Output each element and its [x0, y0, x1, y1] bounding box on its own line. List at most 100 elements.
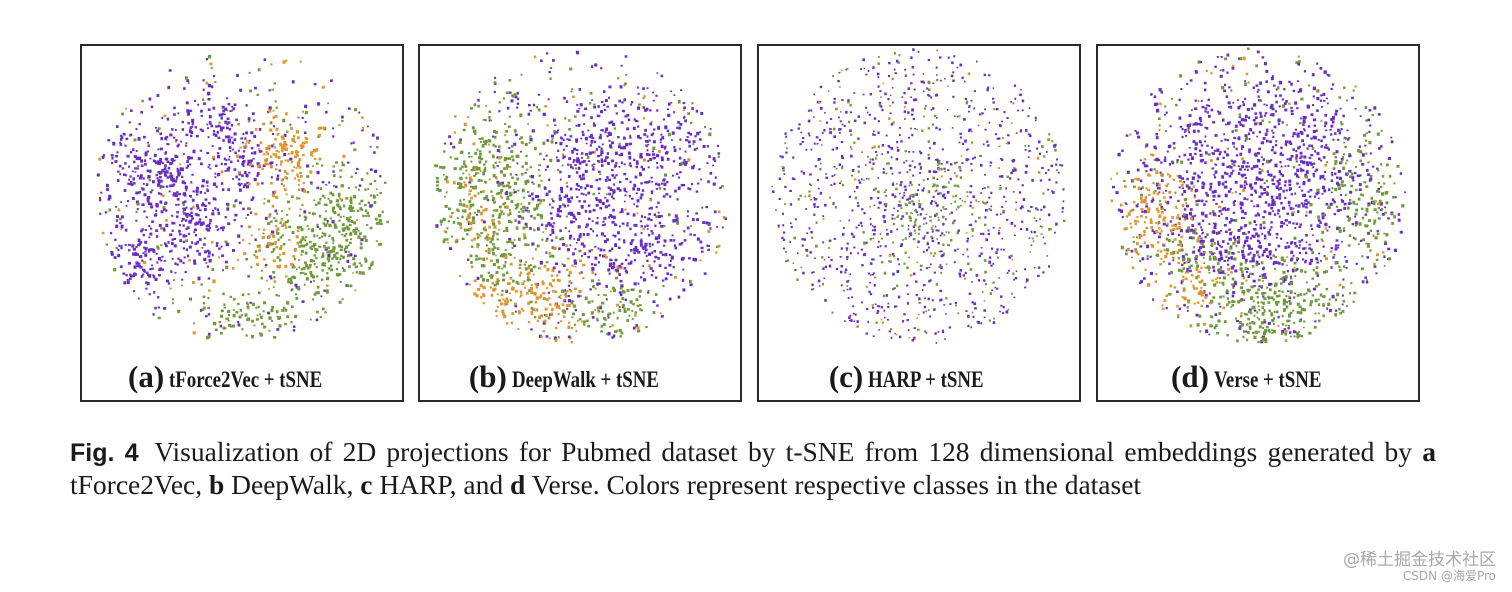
scatter-point	[813, 116, 815, 118]
scatter-point	[577, 212, 581, 215]
scatter-point	[140, 159, 144, 163]
scatter-point	[268, 109, 272, 113]
scatter-point	[914, 128, 916, 130]
scatter-point	[973, 90, 976, 92]
scatter-point	[889, 94, 892, 96]
scatter-point	[662, 118, 666, 121]
scatter-point	[983, 309, 987, 312]
scatter-point	[170, 249, 173, 253]
scatter-point	[1036, 147, 1039, 150]
scatter-point	[903, 91, 906, 95]
scatter-point	[567, 212, 571, 215]
scatter-point	[1012, 272, 1015, 275]
scatter-point	[636, 326, 640, 330]
scatter-point	[208, 115, 212, 119]
scatter-point	[157, 316, 161, 320]
scatter-point	[847, 297, 850, 300]
scatter-point	[492, 174, 496, 178]
scatter-point	[517, 189, 520, 192]
scatter-point	[637, 92, 640, 95]
scatter-point	[721, 185, 724, 188]
scatter-point	[1234, 218, 1238, 222]
scatter-point	[629, 180, 632, 184]
scatter-point	[120, 201, 123, 203]
scatter-point	[188, 259, 191, 262]
scatter-point	[161, 116, 164, 120]
scatter-point	[316, 285, 320, 289]
scatter-point	[1019, 228, 1023, 231]
scatter-point	[468, 207, 471, 210]
scatter-point	[932, 255, 935, 257]
scatter-point	[221, 254, 225, 258]
scatter-point	[352, 272, 354, 274]
scatter-point	[283, 147, 286, 150]
scatter-point	[341, 184, 344, 187]
scatter-point	[488, 119, 491, 122]
scatter-point	[454, 240, 458, 244]
scatter-point	[202, 243, 206, 246]
scatter-point	[602, 90, 606, 93]
scatter-point	[264, 266, 267, 268]
scatter-point	[319, 316, 322, 318]
scatter-point	[241, 174, 244, 177]
scatter-point	[335, 251, 339, 255]
scatter-point	[849, 103, 852, 107]
scatter-point	[519, 113, 523, 118]
scatter-point	[609, 144, 612, 148]
scatter-point	[575, 167, 578, 170]
scatter-point	[309, 264, 312, 267]
scatter-point	[1379, 201, 1383, 206]
scatter-point	[896, 228, 898, 231]
scatter-point	[680, 257, 684, 261]
scatter-point	[228, 146, 232, 149]
scatter-point	[353, 148, 357, 152]
scatter-point	[187, 232, 191, 235]
scatter-point	[568, 230, 571, 233]
scatter-point	[193, 99, 197, 102]
scatter-point	[891, 101, 894, 104]
scatter-point	[1005, 142, 1008, 145]
scatter-point	[849, 129, 852, 133]
scatter-point	[244, 313, 248, 317]
scatter-point	[174, 180, 178, 183]
scatter-point	[643, 158, 646, 162]
scatter-point	[353, 210, 355, 212]
scatter-point	[644, 128, 647, 132]
scatter-point	[1227, 267, 1231, 271]
scatter-point	[1024, 149, 1027, 151]
scatter-point	[273, 276, 276, 279]
scatter-point	[600, 330, 603, 333]
scatter-point	[115, 155, 118, 158]
scatter-point	[473, 292, 477, 296]
scatter-point	[844, 268, 848, 272]
scatter-point	[551, 225, 555, 228]
scatter-point	[1308, 161, 1312, 165]
scatter-point	[1397, 218, 1401, 222]
scatter-point	[620, 210, 624, 213]
scatter-point	[524, 161, 528, 165]
scatter-point	[522, 196, 526, 199]
scatter-point	[271, 306, 274, 309]
scatter-point	[565, 100, 569, 103]
scatter-point	[214, 328, 218, 331]
scatter-point	[249, 301, 252, 304]
scatter-point	[502, 298, 505, 301]
scatter-point	[181, 278, 184, 281]
scatter-point	[290, 144, 293, 147]
scatter-point	[274, 153, 278, 157]
scatter-point	[1007, 134, 1010, 137]
scatter-point	[250, 159, 253, 162]
scatter-point	[162, 162, 165, 165]
scatter-point	[1002, 210, 1005, 214]
scatter-point	[869, 158, 872, 161]
scatter-point	[299, 144, 302, 147]
scatter-point	[327, 197, 330, 200]
scatter-point	[602, 220, 605, 223]
scatter-point	[490, 259, 493, 263]
scatter-point	[967, 255, 969, 258]
scatter-point	[811, 283, 814, 287]
scatter-point	[263, 301, 266, 305]
scatter-point	[244, 171, 247, 175]
scatter-point	[701, 250, 704, 253]
scatter-point	[583, 252, 587, 256]
